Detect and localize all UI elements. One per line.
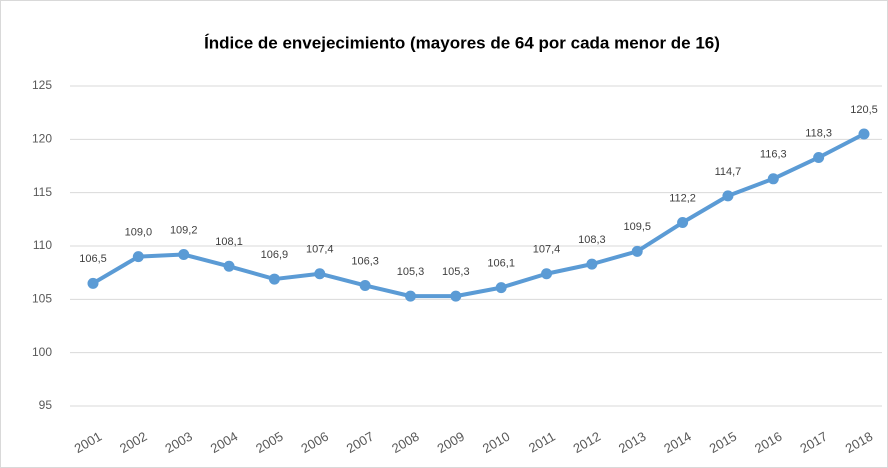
data-label: 108,1 [215,236,243,248]
data-label: 107,4 [306,244,334,256]
series-line [91,132,865,299]
data-label: 108,3 [578,234,606,246]
data-label: 105,3 [397,266,425,278]
y-tick-label: 120 [32,132,52,146]
point [495,282,507,294]
data-label: 106,1 [487,258,515,270]
data-label: 106,5 [79,253,107,265]
data-label: 109,2 [170,224,198,236]
data-label: 120,5 [850,104,878,116]
point [677,217,689,229]
data-label: 112,2 [669,192,696,204]
point [722,190,734,202]
point [813,151,825,163]
point [586,258,598,270]
point [132,251,144,263]
data-label: 109,0 [125,227,153,239]
data-label: 114,7 [715,166,742,178]
data-label: 109,5 [623,221,651,233]
y-tick-label: 125 [32,78,52,92]
data-label: 106,3 [351,255,379,267]
y-tick-label: 100 [32,345,52,359]
point [767,173,779,185]
point [858,128,870,140]
data-label: 107,4 [533,244,561,256]
point [450,290,462,302]
chart-title: Índice de envejecimiento (mayores de 64 … [204,33,720,52]
y-tick-label: 105 [32,292,52,306]
point [314,268,326,280]
point [541,268,553,280]
point [87,277,99,289]
point [178,249,190,261]
data-label: 106,9 [261,249,289,261]
data-label: 118,3 [805,127,832,139]
data-label: 105,3 [442,266,470,278]
y-tick-label: 110 [33,238,52,252]
y-tick-label: 115 [33,185,52,199]
point [268,273,280,285]
point [223,260,235,272]
data-label: 116,3 [760,149,787,161]
y-tick-label: 95 [39,398,53,412]
point [631,245,643,257]
point [404,290,416,302]
point [359,279,371,291]
